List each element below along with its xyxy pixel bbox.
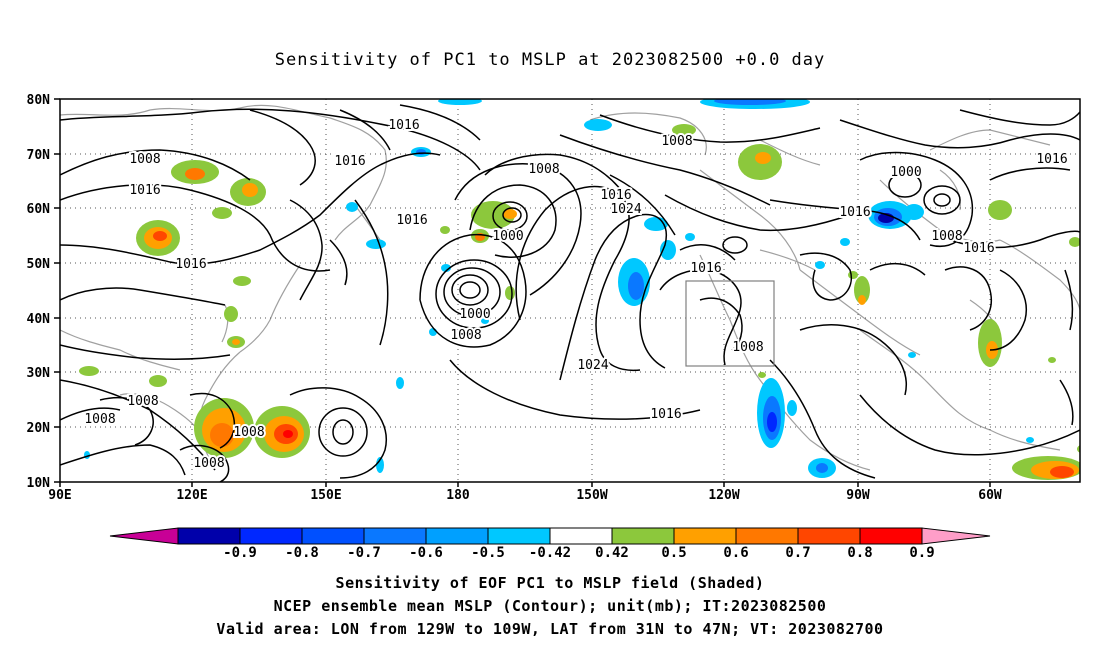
colorbar-tick-label: 0.7	[785, 545, 810, 561]
lon-tick-label: 120W	[708, 488, 739, 503]
valid-area-box	[685, 280, 775, 367]
caption-shaded-field: Sensitivity of EOF PC1 to MSLP field (Sh…	[335, 574, 765, 592]
contour-label: 1008	[931, 229, 962, 244]
colorbar-segment	[239, 527, 303, 545]
colorbar-segment	[797, 527, 861, 545]
colorbar: -0.9 -0.8 -0.7 -0.6 -0.5 -0.42 0.42 0.5 0.6 0.7 0.…	[109, 527, 991, 561]
contour-label: 1016	[334, 154, 365, 169]
colorbar-segment	[425, 527, 489, 545]
colorbar-high-end-triangle	[921, 527, 991, 545]
contour-label: 1008	[84, 412, 115, 427]
colorbar-tick-label: 0.42	[595, 545, 629, 561]
contour-label: 1016	[690, 261, 721, 276]
colorbar-segment	[611, 527, 675, 545]
colorbar-tick-label: -0.42	[529, 545, 571, 561]
contour-label: 1008	[732, 340, 763, 355]
contour-label: 1016	[650, 407, 681, 422]
contour-label: 1016	[839, 205, 870, 220]
lat-tick-label: 40N	[27, 312, 51, 327]
lon-tick-marks	[59, 482, 991, 487]
colorbar-segment	[859, 527, 923, 545]
colorbar-tick-label: 0.6	[723, 545, 748, 561]
lat-tick-label: 70N	[27, 148, 51, 163]
colorbar-segment	[673, 527, 737, 545]
contour-label: 1000	[890, 165, 921, 180]
lat-tick-label: 50N	[27, 257, 51, 272]
contour-label: 1008	[233, 425, 264, 440]
map-title: Sensitivity of PC1 to MSLP at 2023082500…	[274, 50, 826, 70]
contour-label: 1008	[129, 152, 160, 167]
colorbar-segment	[177, 527, 241, 545]
contour-label: 1024	[610, 202, 641, 217]
contour-label: 1016	[175, 257, 206, 272]
colorbar-tick-label: -0.8	[285, 545, 319, 561]
latitude-axis: 80N 70N 60N 50N 40N 30N 20N 10N	[27, 93, 51, 491]
colorbar-segment	[301, 527, 365, 545]
mslp-contours	[60, 104, 1080, 482]
contour-label: 1016	[600, 188, 631, 203]
sensitivity-shading	[79, 99, 1080, 480]
lat-tick-label: 20N	[27, 421, 51, 436]
colorbar-tick-label: -0.9	[223, 545, 257, 561]
contour-labels: 1016 1008 1016 1008 1016 1016 1016 1008 …	[82, 116, 1069, 473]
colorbar-tick-label: -0.5	[471, 545, 505, 561]
longitude-axis: 90E 120E 150E 180 150W 120W 90W 60W	[48, 488, 1002, 503]
contour-label: 1008	[528, 162, 559, 177]
colorbar-tick-label: -0.7	[347, 545, 381, 561]
colorbar-low-end-triangle	[109, 527, 179, 545]
contour-label: 1000	[459, 307, 490, 322]
lat-tick-label: 60N	[27, 202, 51, 217]
caption-contour-field: NCEP ensemble mean MSLP (Contour); unit(…	[273, 597, 827, 615]
map-frame	[59, 98, 1081, 483]
lat-tick-label: 10N	[27, 476, 51, 491]
positive-sensitivity-patches	[79, 124, 1080, 480]
lon-tick-label: 150W	[576, 488, 607, 503]
lat-tick-label: 80N	[27, 93, 51, 108]
colorbar-segment	[487, 527, 551, 545]
contour-label: 1008	[193, 456, 224, 471]
contour-label: 1016	[1036, 152, 1067, 167]
lon-tick-label: 60W	[978, 488, 1002, 503]
negative-sensitivity-patches	[84, 99, 1034, 478]
colorbar-segment	[363, 527, 427, 545]
colorbar-tick-label: 0.8	[847, 545, 872, 561]
lon-tick-label: 150E	[310, 488, 341, 503]
contour-label: 1024	[577, 358, 608, 373]
lon-tick-label: 90E	[48, 488, 71, 503]
colorbar-tick-label: 0.9	[909, 545, 934, 561]
contour-label: 1016	[129, 183, 160, 198]
lon-tick-label: 120E	[176, 488, 207, 503]
lat-tick-label: 30N	[27, 366, 51, 381]
contour-label: 1008	[661, 134, 692, 149]
colorbar-segment	[549, 527, 613, 545]
contour-label: 1008	[127, 394, 158, 409]
lat-tick-marks	[54, 98, 60, 483]
contour-label: 1016	[963, 241, 994, 256]
lon-tick-label: 90W	[846, 488, 870, 503]
contour-label: 1016	[388, 118, 419, 133]
contour-label: 1016	[396, 213, 427, 228]
caption-valid-area: Valid area: LON from 129W to 109W, LAT f…	[216, 620, 884, 638]
colorbar-tick-label: -0.6	[409, 545, 443, 561]
contour-label: 1008	[450, 328, 481, 343]
contour-label: 1000	[492, 229, 523, 244]
lon-tick-label: 180	[446, 488, 470, 503]
colorbar-tick-label: 0.5	[661, 545, 686, 561]
colorbar-segment	[735, 527, 799, 545]
